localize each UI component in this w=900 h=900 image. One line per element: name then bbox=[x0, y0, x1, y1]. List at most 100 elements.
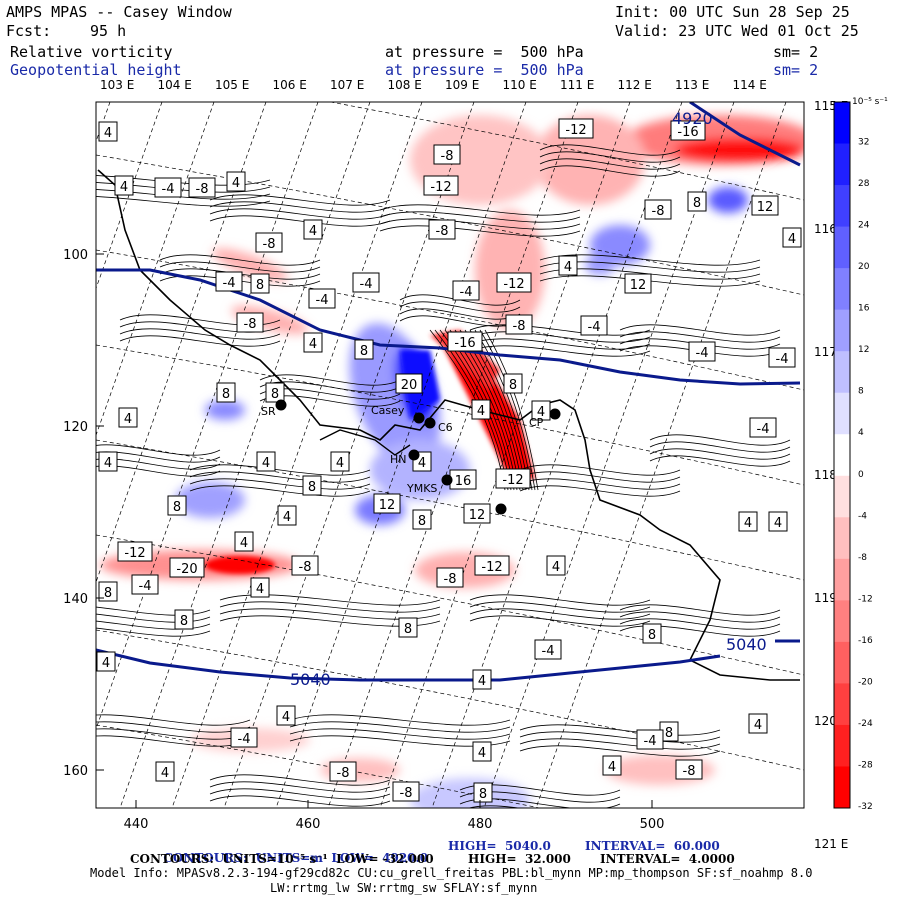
svg-text:-8: -8 bbox=[652, 204, 665, 219]
svg-text:120: 120 bbox=[63, 420, 88, 435]
svg-text:4: 4 bbox=[124, 412, 132, 427]
vorticity-contours bbox=[96, 144, 791, 808]
svg-text:-12: -12 bbox=[481, 560, 502, 575]
svg-text:4: 4 bbox=[309, 224, 317, 239]
svg-text:109 E: 109 E bbox=[445, 78, 479, 92]
colorbar-bin bbox=[834, 475, 850, 518]
height-contour-high: HIGH= 5040.0 bbox=[448, 839, 551, 853]
svg-text:-4: -4 bbox=[644, 734, 657, 749]
svg-text:500: 500 bbox=[640, 817, 665, 832]
svg-text:12: 12 bbox=[630, 278, 647, 293]
y-axis-ticks: 100 120 140 160 bbox=[63, 248, 104, 779]
svg-text:-8: -8 bbox=[196, 182, 209, 197]
top-longitude-labels: 103 E 104 E 105 E 106 E 107 E 108 E 109 E 110 E… bbox=[100, 78, 767, 92]
svg-text:8: 8 bbox=[858, 387, 864, 397]
svg-text:8: 8 bbox=[404, 622, 412, 637]
colorbar-bin bbox=[834, 268, 850, 311]
svg-text:Casey: Casey bbox=[371, 404, 405, 417]
svg-text:-20: -20 bbox=[858, 677, 873, 687]
colorbar-bin bbox=[834, 185, 850, 228]
height-label-5040-east: 5040 bbox=[726, 635, 767, 654]
svg-text:-8: -8 bbox=[263, 237, 276, 252]
svg-text:4: 4 bbox=[282, 710, 290, 725]
colorbar-bin bbox=[834, 517, 850, 560]
svg-text:8: 8 bbox=[222, 387, 230, 402]
svg-text:-24: -24 bbox=[858, 719, 873, 729]
field1-smoothing: sm= 2 bbox=[773, 43, 819, 61]
colorbar-bin bbox=[834, 392, 850, 435]
svg-text:8: 8 bbox=[648, 628, 656, 643]
height-contour-4920 bbox=[689, 102, 801, 167]
colorbar: 32 28 24 20 16 12 8 4 0 -4 -8 -12 -16 -20 -24 -28 -32 bbox=[833, 101, 873, 812]
svg-text:8: 8 bbox=[360, 344, 368, 359]
svg-text:-4: -4 bbox=[238, 732, 251, 747]
init-time: Init: 00 UTC Sun 28 Sep 25 bbox=[615, 3, 850, 21]
svg-text:-32: -32 bbox=[858, 802, 873, 812]
model-info-radiation: LW:rrtmg_lw SW:rrtmg_sw SFLAY:sf_mynn bbox=[270, 881, 538, 895]
svg-text:HN: HN bbox=[390, 453, 407, 466]
svg-text:4: 4 bbox=[788, 232, 796, 247]
colorbar-bin bbox=[834, 143, 850, 186]
svg-text:4: 4 bbox=[744, 516, 752, 531]
height-contour-5040-north bbox=[96, 268, 801, 386]
svg-text:140: 140 bbox=[63, 592, 88, 607]
svg-text:16: 16 bbox=[858, 304, 870, 314]
model-info: Model Info: MPASv8.2.3-194-gf29cd82c CU:… bbox=[90, 866, 813, 880]
svg-text:12: 12 bbox=[858, 345, 869, 355]
svg-text:480: 480 bbox=[468, 817, 493, 832]
colorbar-bin bbox=[834, 766, 850, 809]
colorbar-bin bbox=[834, 558, 850, 601]
svg-text:460: 460 bbox=[296, 817, 321, 832]
svg-text:24: 24 bbox=[858, 221, 870, 231]
svg-text:4: 4 bbox=[232, 176, 240, 191]
svg-text:108 E: 108 E bbox=[388, 78, 422, 92]
svg-text:-12: -12 bbox=[430, 180, 451, 195]
station-marker bbox=[413, 412, 425, 424]
svg-text:-12: -12 bbox=[502, 473, 523, 488]
svg-text:-8: -8 bbox=[400, 786, 413, 801]
field2-smoothing: sm= 2 bbox=[773, 61, 819, 79]
svg-text:-8: -8 bbox=[244, 317, 257, 332]
station-markers: SR Casey C6 HN YMKS CP bbox=[261, 399, 561, 515]
svg-text:113 E: 113 E bbox=[675, 78, 709, 92]
svg-text:8: 8 bbox=[180, 614, 188, 629]
svg-text:8: 8 bbox=[509, 378, 517, 393]
svg-text:-28: -28 bbox=[858, 760, 873, 770]
svg-text:4: 4 bbox=[477, 404, 485, 419]
plot-frame bbox=[95, 101, 805, 809]
svg-text:4: 4 bbox=[336, 456, 344, 471]
svg-text:4: 4 bbox=[754, 718, 762, 733]
colorbar-bin bbox=[834, 641, 850, 684]
vorticity-labels: 4 4 -4 -8 4 -12 -16 -8 -12 -8 -8 8 12 4 -8 4 -4 8 -4 -4 4 -12… bbox=[96, 118, 802, 803]
svg-text:20: 20 bbox=[401, 378, 418, 393]
svg-text:16: 16 bbox=[455, 474, 472, 489]
svg-text:-4: -4 bbox=[858, 511, 867, 521]
svg-text:8: 8 bbox=[173, 500, 181, 515]
svg-text:4: 4 bbox=[858, 428, 864, 438]
valid-time: Valid: 23 UTC Wed 01 Oct 25 bbox=[615, 22, 859, 40]
colorbar-bin bbox=[834, 309, 850, 352]
svg-text:4: 4 bbox=[283, 510, 291, 525]
svg-text:-4: -4 bbox=[316, 293, 329, 308]
forecast-label: Fcst: bbox=[6, 22, 52, 40]
field1-pressure: at pressure = 500 hPa bbox=[385, 43, 584, 61]
field1-name: Relative vorticity bbox=[10, 43, 173, 61]
height-contour-range: CONTOURS: UNITS=m LOW= 4920.0 bbox=[163, 851, 429, 865]
svg-text:105 E: 105 E bbox=[215, 78, 249, 92]
vort-contour-range: CONTOURS: UNITS=10⁻⁵ s⁻¹ LOW= -32.000 bbox=[130, 852, 434, 866]
svg-text:112 E: 112 E bbox=[618, 78, 652, 92]
svg-text:4: 4 bbox=[537, 405, 545, 420]
svg-text:4: 4 bbox=[104, 126, 112, 141]
svg-text:-12: -12 bbox=[565, 123, 586, 138]
svg-text:4: 4 bbox=[161, 766, 169, 781]
colorbar-unit: 10⁻⁵ s⁻¹ bbox=[852, 97, 888, 107]
svg-text:-4: -4 bbox=[162, 182, 175, 197]
colorbar-bin bbox=[834, 600, 850, 643]
colorbar-bin bbox=[834, 351, 850, 394]
svg-text:4: 4 bbox=[104, 456, 112, 471]
forecast-hour: 95 h bbox=[90, 22, 127, 40]
height-label-4920: 4920 bbox=[672, 109, 713, 128]
svg-text:-8: -8 bbox=[513, 319, 526, 334]
svg-text:100: 100 bbox=[63, 248, 88, 263]
